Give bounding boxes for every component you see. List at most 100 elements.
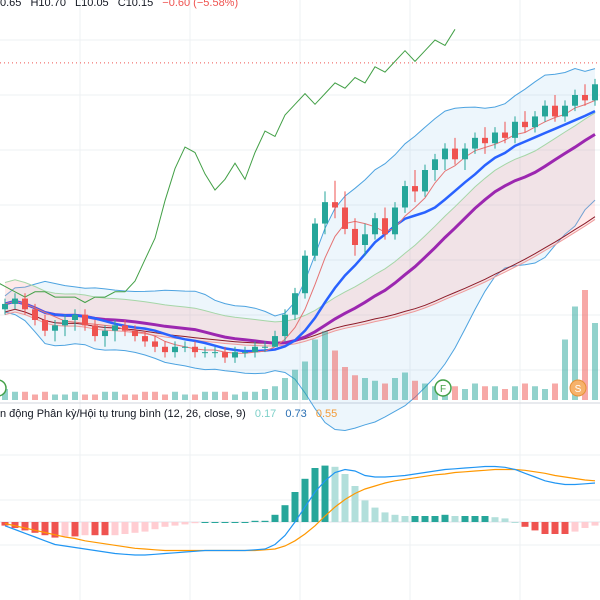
macd-histogram-bar [391,514,399,522]
volume-bar [202,391,208,400]
candle-body [122,325,128,331]
volume-bar [262,389,268,400]
candle-body [412,186,418,192]
macd-histogram-bar [191,522,199,524]
volume-bar [222,391,228,400]
volume-bar [322,331,328,400]
candle-body [182,346,188,348]
macd-histogram-value: 0.17 [254,408,277,420]
macd-label: n động Phân kỳ/Hội tụ trung bình (12, 26… [0,408,246,420]
candle-body [452,148,458,160]
volume-bar [552,383,558,400]
macd-histogram-bar [81,522,89,536]
volume-bar [542,389,548,400]
macd-histogram-bar [241,522,249,523]
macd-histogram-bar [161,522,169,527]
low-value: L10.05 [75,0,109,9]
candle-body [482,137,488,144]
macd-histogram-bar [121,522,129,534]
macd-histogram-bar [431,516,439,522]
volume-bar [2,389,8,400]
macd-histogram-bar [311,468,319,522]
candle-body [352,228,358,245]
macd-histogram-bar [521,522,529,527]
volume-bar [182,394,188,400]
macd-histogram-bar [231,522,239,523]
volume-bar [362,378,368,400]
macd-histogram-bar [131,522,139,533]
candle-body [12,298,18,304]
volume-bar [572,306,578,400]
volume-bar [122,394,128,400]
candle-body [592,84,598,101]
candle-body [202,352,208,354]
candle-body [552,105,558,117]
macd-histogram-bar [301,478,309,522]
volume-bar [112,391,118,400]
volume-bar [312,339,318,400]
candle-body [102,330,108,337]
volume-bar [492,386,498,400]
macd-histogram-bar [201,522,209,523]
ma-slow-line [4,133,596,345]
volume-bar [482,386,488,400]
candle-body [222,352,228,358]
candle-body [32,309,38,320]
volume-bar [432,386,438,400]
volume-bar [422,383,428,400]
volume-bar [302,361,308,400]
candle-body [382,218,388,235]
candle-body [522,121,528,128]
macd-histogram-bar [61,522,69,537]
candle-body [162,346,168,353]
candle-body [422,170,428,192]
candle-body [402,186,408,208]
candle-body [492,132,498,144]
macd-histogram-bar [421,516,429,522]
volume-bar [172,391,178,400]
volume-bar [192,394,198,400]
volume-bar [12,391,18,400]
candle-body [72,314,78,320]
volume-bar [462,389,468,400]
volume-bar [52,394,58,400]
macd-histogram-bar [101,522,109,536]
volume-bar [522,383,528,400]
candle-body [52,325,58,331]
macd-histogram-bar [41,522,49,536]
macd-histogram-bar [331,466,339,522]
candle-body [292,293,298,315]
volume-bar [412,380,418,400]
candle-body [372,218,378,235]
macd-histogram-bar [211,522,219,523]
volume-bar [472,383,478,400]
candle-body [392,207,398,235]
ma-5-line [4,99,596,354]
earnings-marker-left [0,379,7,397]
volume-bar [62,394,68,400]
macd-histogram-bar [251,520,259,522]
volume-bar [272,386,278,400]
volume-bar [232,394,238,400]
macd-histogram-bar [591,522,599,526]
candle-body [172,346,178,353]
volume-bar [342,367,348,400]
volume-bar [212,391,218,400]
macd-histogram-bar [281,505,289,522]
macd-histogram-bar [31,522,39,533]
volume-bar [152,391,158,400]
volume-bar [142,391,148,400]
candle-body [92,325,98,337]
candle-body [512,121,518,138]
candle-body [572,95,578,106]
macd-line [4,465,596,556]
macd-histogram-bar [261,520,269,522]
candle-body [472,137,478,149]
candle-body [152,341,158,347]
candle-body [82,314,88,326]
macd-histogram-bar [91,522,99,536]
candle-body [562,105,568,117]
macd-histogram-bar [21,522,29,531]
volume-bar [92,394,98,400]
